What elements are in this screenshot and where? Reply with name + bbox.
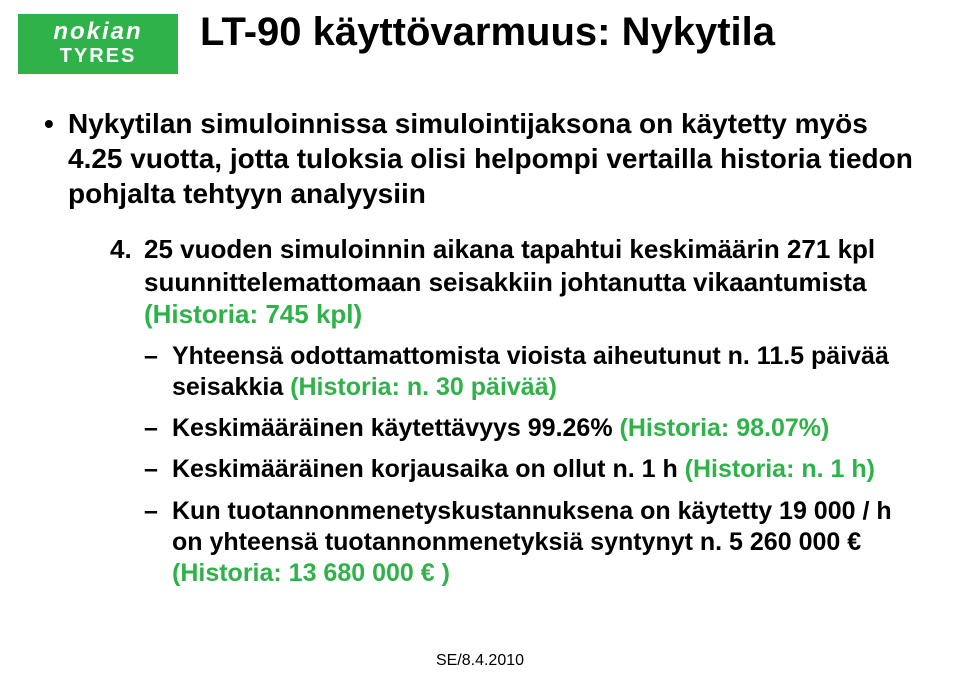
bullet-marker: – bbox=[144, 454, 172, 485]
bullet-marker: 4. bbox=[110, 233, 144, 266]
bullet-marker: • bbox=[44, 106, 68, 141]
text-part: Kun tuotannonmenetyskustannuksena on käy… bbox=[172, 497, 892, 556]
bullet-marker: – bbox=[144, 496, 172, 527]
bullet-text: Yhteensä odottamattomista vioista aiheut… bbox=[172, 341, 924, 404]
footer-date: SE/8.4.2010 bbox=[0, 652, 960, 670]
bullet-text: Kun tuotannonmenetyskustannuksena on käy… bbox=[172, 496, 924, 590]
page-title: LT-90 käyttövarmuus: Nykytila bbox=[200, 10, 920, 55]
bullet-text: Keskimääräinen korjausaika on ollut n. 1… bbox=[172, 454, 875, 485]
logo-line1: nokian bbox=[53, 20, 142, 44]
bullet-downtime: – Yhteensä odottamattomista vioista aihe… bbox=[144, 341, 924, 404]
history-value: (Historia: n. 1 h) bbox=[685, 455, 875, 483]
bullet-marker: – bbox=[144, 341, 172, 372]
bullet-intro: • Nykytilan simuloinnissa simulointijaks… bbox=[44, 106, 924, 211]
text-part: Keskimääräinen korjausaika on ollut n. 1… bbox=[172, 455, 685, 483]
bullet-availability: – Keskimääräinen käytettävyys 99.26% (Hi… bbox=[144, 413, 924, 444]
history-value: (Historia: 745 kpl) bbox=[144, 299, 362, 329]
slide: nokian TYRES LT-90 käyttövarmuus: Nykyti… bbox=[0, 0, 960, 680]
text-part: 25 vuoden simuloinnin aikana tapahtui ke… bbox=[144, 234, 875, 297]
bullet-text: Keskimääräinen käytettävyys 99.26% (Hist… bbox=[172, 413, 829, 444]
bullet-text: 25 vuoden simuloinnin aikana tapahtui ke… bbox=[144, 233, 924, 331]
bullet-cost: – Kun tuotannonmenetyskustannuksena on k… bbox=[144, 496, 924, 590]
history-value: (Historia: n. 30 päivää) bbox=[290, 373, 557, 401]
logo-line2: TYRES bbox=[60, 44, 137, 68]
content-area: • Nykytilan simuloinnissa simulointijaks… bbox=[44, 100, 924, 595]
text-part: Keskimääräinen käytettävyys 99.26% bbox=[172, 414, 620, 442]
bullet-simulation: 4. 25 vuoden simuloinnin aikana tapahtui… bbox=[110, 233, 924, 331]
history-value: (Historia: 98.07%) bbox=[620, 414, 830, 442]
bullet-repairtime: – Keskimääräinen korjausaika on ollut n.… bbox=[144, 454, 924, 485]
bullet-text: Nykytilan simuloinnissa simulointijakson… bbox=[68, 106, 924, 211]
history-value: (Historia: 13 680 000 € ) bbox=[172, 559, 450, 587]
bullet-marker: – bbox=[144, 413, 172, 444]
brand-logo: nokian TYRES bbox=[18, 14, 178, 74]
